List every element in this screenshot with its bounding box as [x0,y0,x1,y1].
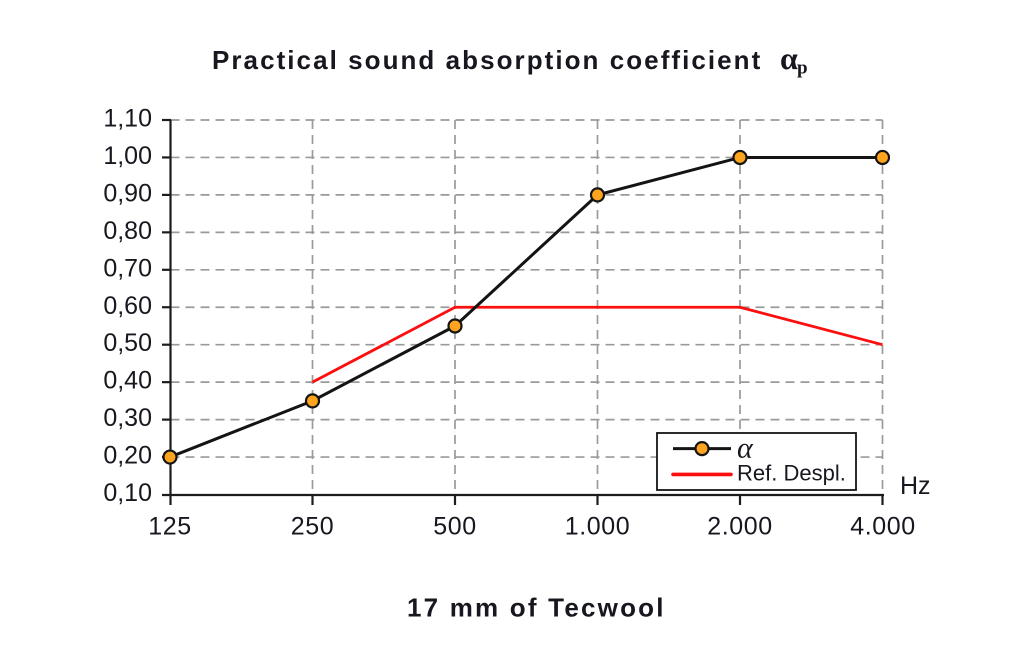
svg-text:0,90: 0,90 [103,179,152,207]
svg-text:p: p [797,58,808,79]
svg-text:500: 500 [433,513,477,541]
svg-text:0,40: 0,40 [103,367,152,395]
svg-text:0,50: 0,50 [103,329,152,357]
svg-text:0,30: 0,30 [103,404,152,432]
svg-text:1,00: 1,00 [103,142,152,170]
svg-text:α: α [780,40,798,76]
svg-text:α: α [737,432,754,465]
svg-text:Hz: Hz [900,472,931,500]
svg-text:0,20: 0,20 [103,442,152,470]
svg-text:0,80: 0,80 [103,217,152,245]
svg-text:Practical sound absorption coe: Practical sound absorption coefficient [212,45,762,75]
svg-text:1,10: 1,10 [103,105,152,133]
svg-text:4.000: 4.000 [850,513,916,541]
svg-text:17 mm of Tecwool: 17 mm of Tecwool [407,593,666,623]
svg-text:0,60: 0,60 [103,292,152,320]
svg-text:0,10: 0,10 [103,479,152,507]
svg-text:2.000: 2.000 [707,513,773,541]
svg-text:125: 125 [148,513,192,541]
svg-text:250: 250 [291,513,335,541]
svg-text:Ref. Despl.: Ref. Despl. [737,461,846,486]
svg-text:0,70: 0,70 [103,254,152,282]
svg-text:1.000: 1.000 [565,513,631,541]
